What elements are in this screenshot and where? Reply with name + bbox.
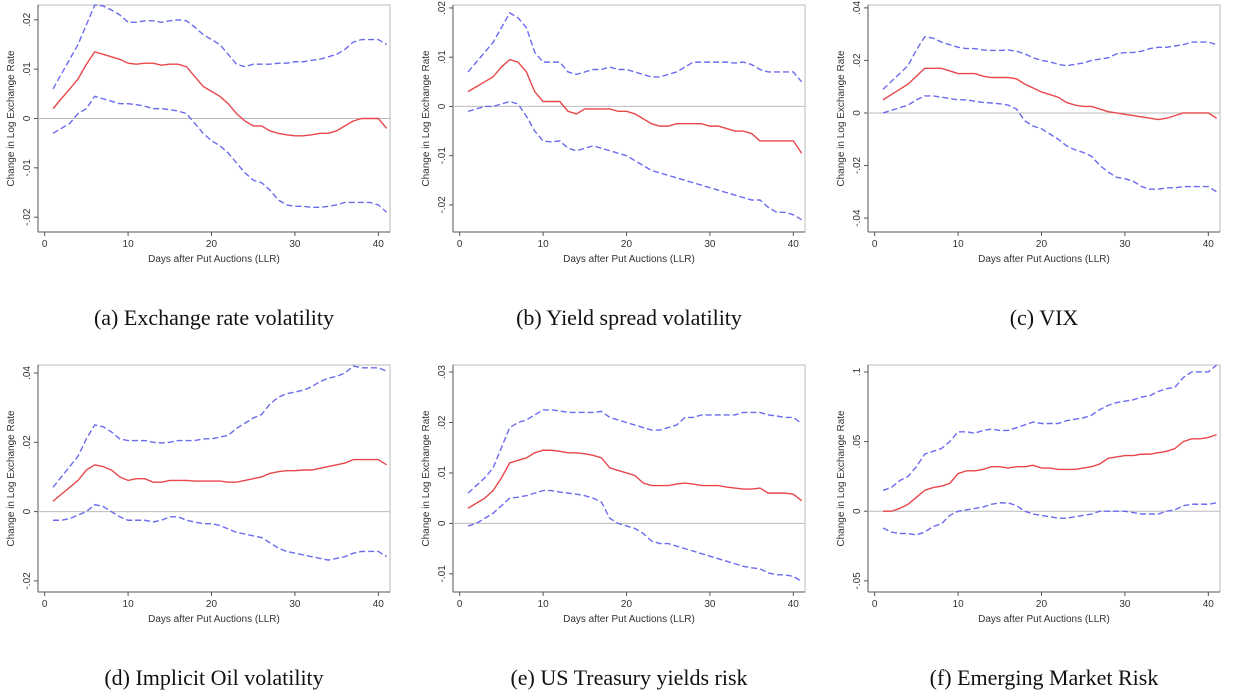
estimate-line	[883, 433, 1217, 512]
y-tick-label: .04	[852, 1, 863, 15]
plot-frame	[867, 364, 1221, 593]
x-tick-label: 40	[1203, 599, 1215, 610]
x-axis-title: Days after Put Auctions (LLR)	[148, 614, 280, 625]
band-line	[882, 95, 1218, 193]
estimate-line	[52, 458, 388, 502]
y-axis-title: Change in Log Exchange Rate	[6, 410, 17, 547]
caption: (f) Emerging Market Risk	[930, 665, 1159, 690]
y-tick-label: .02	[437, 1, 448, 15]
y-tick-label: .01	[22, 62, 33, 76]
band-line	[53, 503, 388, 561]
x-axis-title: Days after Put Auctions (LLR)	[978, 254, 1110, 265]
x-tick-label: 40	[1203, 239, 1215, 250]
y-tick-label: .01	[437, 466, 448, 480]
x-axis-title: Days after Put Auctions (LLR)	[563, 614, 695, 625]
x-tick-label: 40	[788, 599, 800, 610]
y-tick-label: 0	[437, 520, 448, 526]
y-tick-label: -.02	[852, 156, 863, 174]
x-tick-label: 20	[1036, 239, 1048, 250]
y-axis-title: Change in Log Exchange Rate	[836, 50, 847, 187]
band-line	[467, 409, 803, 494]
x-tick-label: 10	[123, 599, 135, 610]
y-tick-label: -.02	[22, 572, 33, 590]
x-tick-label: 10	[953, 599, 965, 610]
caption: (b) Yield spread volatility	[516, 305, 742, 330]
y-tick-label: -.02	[22, 208, 33, 226]
x-tick-label: 20	[621, 239, 633, 250]
caption: (c) VIX	[1010, 305, 1079, 330]
y-tick-label: 0	[852, 110, 863, 116]
plot-frame	[452, 4, 806, 233]
estimate-line	[882, 67, 1218, 121]
y-tick-label: -.01	[437, 565, 448, 583]
x-tick-label: 20	[1036, 599, 1048, 610]
y-tick-label: .03	[437, 365, 448, 379]
x-tick-label: 10	[123, 239, 135, 250]
plot-frame	[452, 364, 806, 593]
x-tick-label: 20	[206, 239, 218, 250]
x-tick-label: 0	[457, 599, 463, 610]
y-tick-label: .02	[22, 435, 33, 449]
y-tick-label: .05	[852, 434, 863, 448]
y-axis-title: Change in Log Exchange Rate	[6, 50, 17, 187]
band-line	[52, 365, 387, 488]
x-tick-label: 30	[1119, 599, 1131, 610]
x-tick-label: 0	[42, 239, 48, 250]
x-tick-label: 30	[289, 239, 301, 250]
y-tick-label: 0	[852, 508, 863, 514]
x-tick-label: 40	[788, 239, 800, 250]
y-tick-label: 0	[437, 103, 448, 109]
x-tick-label: 0	[872, 239, 878, 250]
y-tick-label: .04	[22, 366, 33, 380]
x-axis-title: Days after Put Auctions (LLR)	[978, 614, 1110, 625]
x-tick-label: 30	[1119, 239, 1131, 250]
y-tick-label: 0	[22, 508, 33, 514]
y-tick-label: -.01	[437, 147, 448, 165]
x-tick-label: 10	[538, 239, 550, 250]
x-tick-label: 30	[704, 599, 716, 610]
y-axis-title: Change in Log Exchange Rate	[421, 50, 432, 187]
x-tick-label: 10	[953, 239, 965, 250]
x-tick-label: 40	[373, 599, 385, 610]
band-line	[52, 4, 388, 90]
estimate-line	[467, 449, 803, 509]
y-tick-label: 0	[22, 115, 33, 121]
y-axis-title: Change in Log Exchange Rate	[421, 410, 432, 547]
x-tick-label: 20	[206, 599, 218, 610]
band-line	[467, 489, 803, 583]
band-line	[882, 364, 1218, 492]
x-tick-label: 0	[872, 599, 878, 610]
x-tick-label: 40	[373, 239, 385, 250]
x-tick-label: 30	[704, 239, 716, 250]
estimate-line	[467, 58, 803, 154]
y-tick-label: -.02	[437, 196, 448, 214]
y-axis-title: Change in Log Exchange Rate	[836, 410, 847, 547]
band-line	[882, 36, 1217, 90]
x-tick-label: 0	[457, 239, 463, 250]
y-tick-label: .02	[437, 415, 448, 429]
band-line	[882, 502, 1217, 536]
band-line	[467, 11, 803, 83]
x-tick-label: 10	[538, 599, 550, 610]
y-tick-label: .02	[22, 12, 33, 26]
x-axis-title: Days after Put Auctions (LLR)	[563, 254, 695, 265]
y-tick-label: .1	[852, 367, 863, 376]
y-tick-label: .02	[852, 53, 863, 67]
estimate-line	[52, 51, 388, 137]
caption: (d) Implicit Oil volatility	[104, 665, 323, 690]
band-line	[52, 95, 388, 213]
x-tick-label: 20	[621, 599, 633, 610]
band-line	[467, 100, 803, 221]
x-tick-label: 30	[289, 599, 301, 610]
y-tick-label: -.04	[852, 209, 863, 227]
x-tick-label: 0	[42, 599, 48, 610]
y-tick-label: .01	[437, 50, 448, 64]
caption: (e) US Treasury yields risk	[510, 665, 747, 690]
caption: (a) Exchange rate volatility	[94, 305, 334, 330]
y-tick-label: -.05	[852, 572, 863, 590]
y-tick-label: -.01	[22, 159, 33, 177]
x-axis-title: Days after Put Auctions (LLR)	[148, 254, 280, 265]
